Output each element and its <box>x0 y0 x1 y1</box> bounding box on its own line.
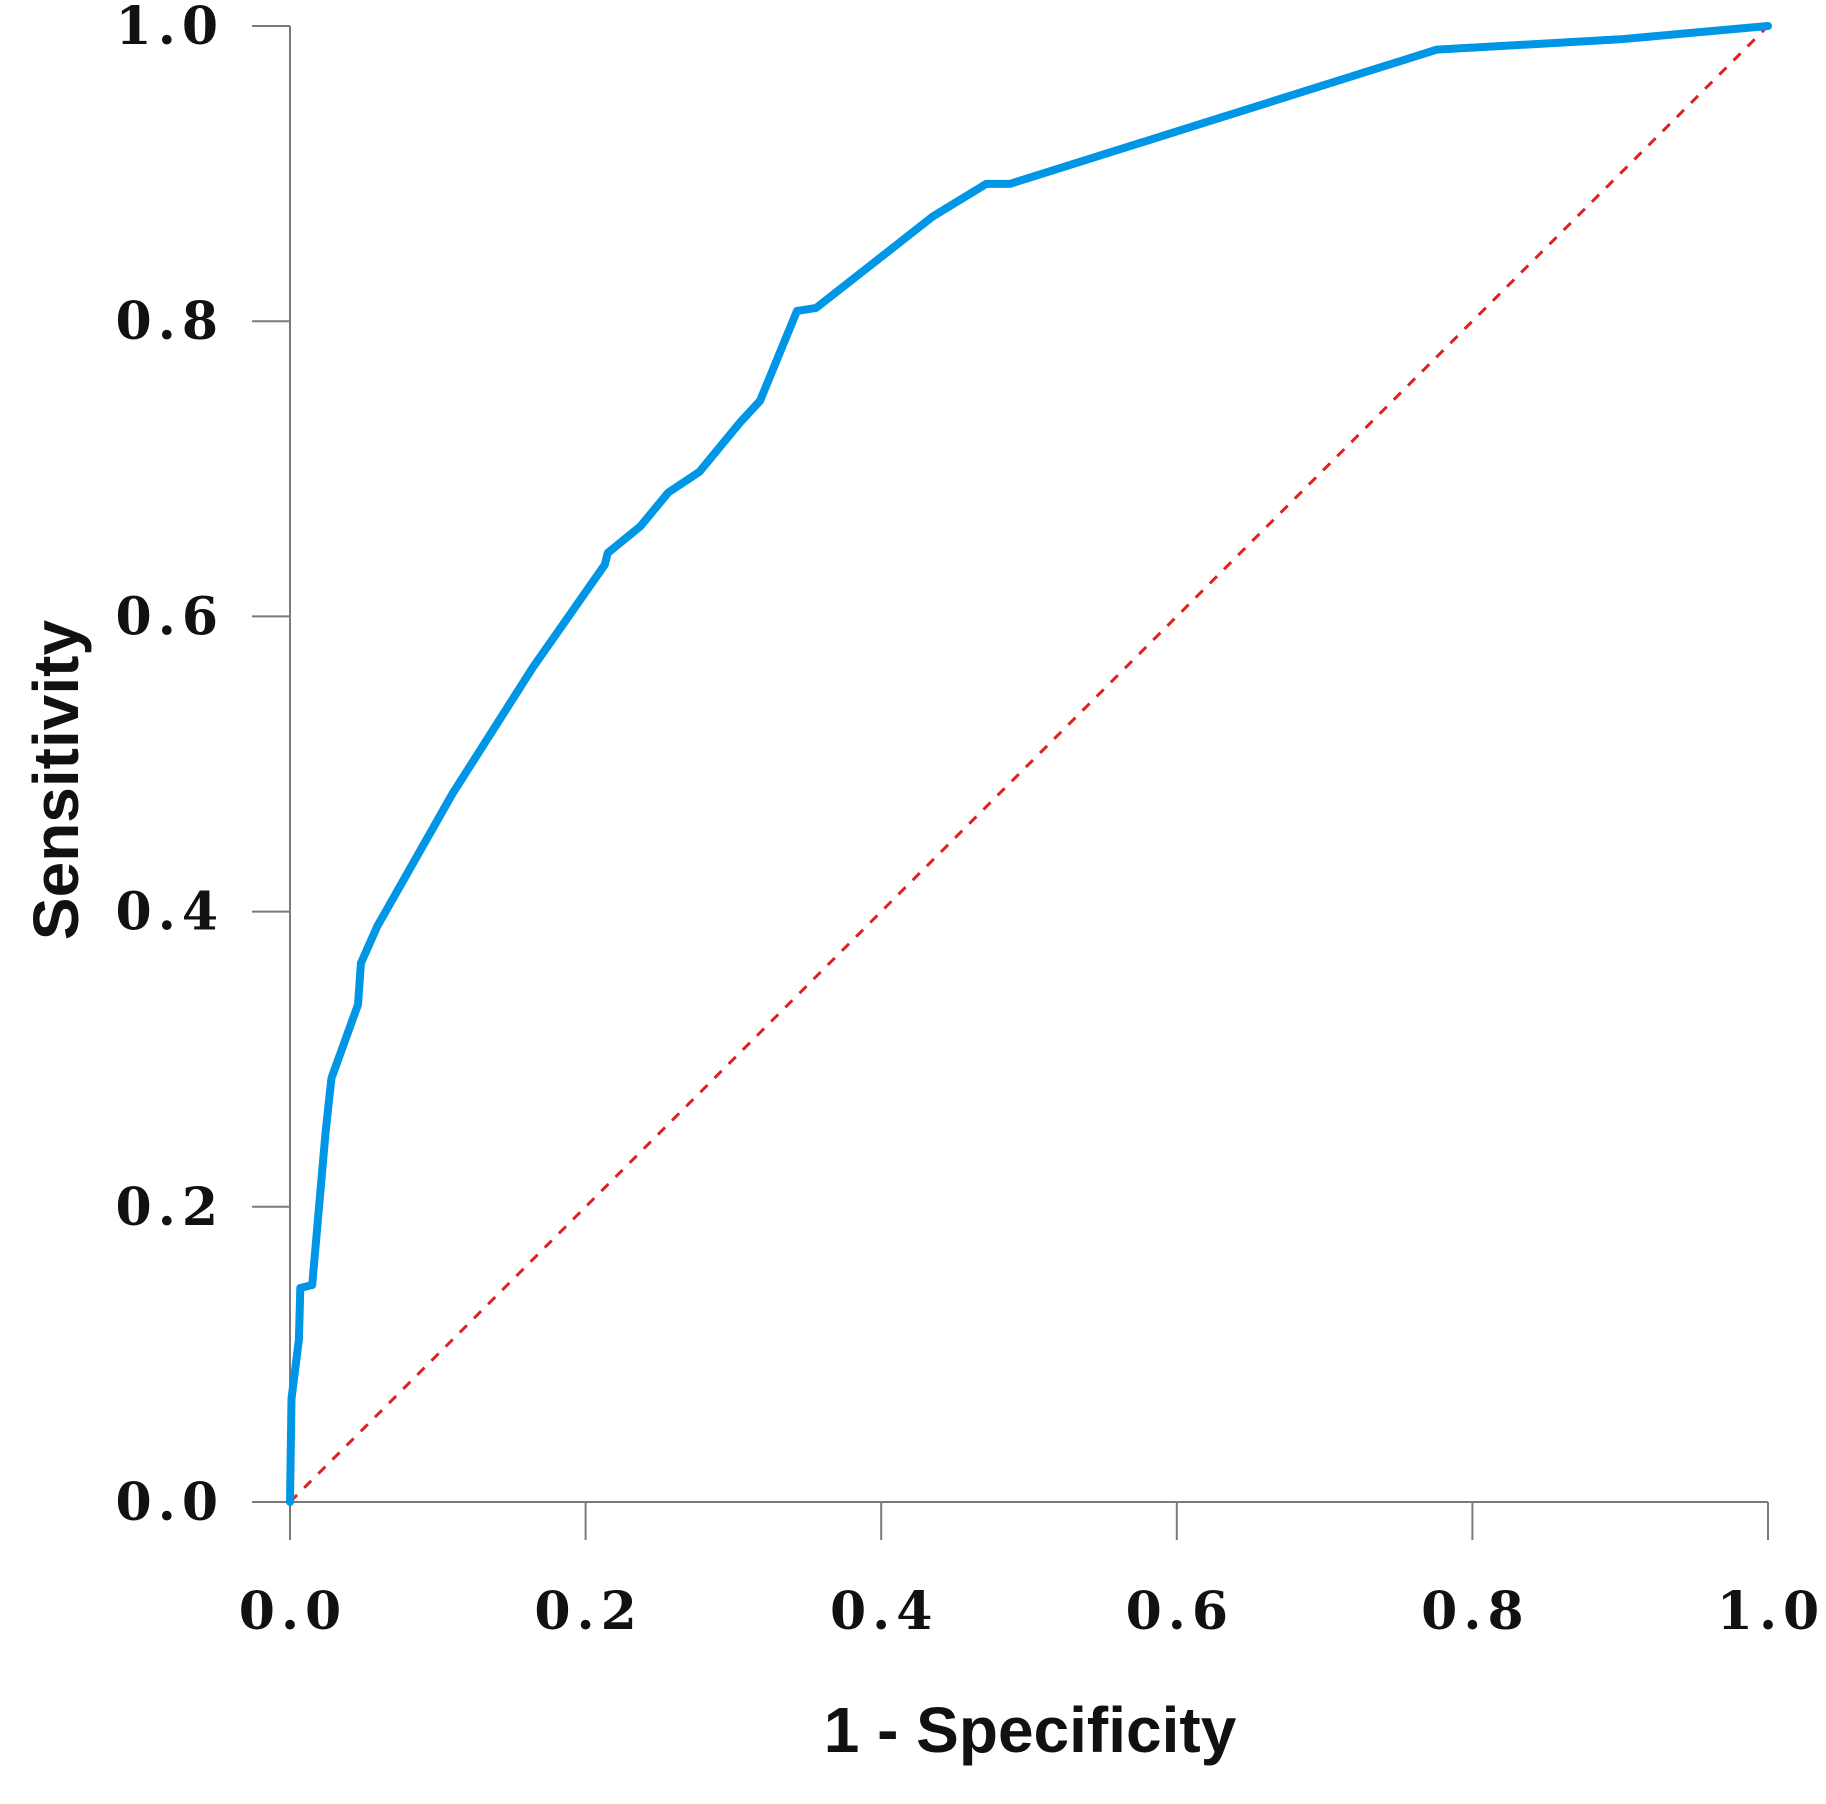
x-tick-label: 0.6 <box>1126 1581 1234 1642</box>
axes <box>252 26 1768 1540</box>
reference-line <box>288 24 1770 1504</box>
y-tick-label: 0.2 <box>116 1177 224 1238</box>
y-axis-title: Sensitivity <box>20 620 92 941</box>
x-tick-label: 0.4 <box>830 1581 938 1642</box>
x-axis-title: 1 - Specificity <box>824 1694 1237 1766</box>
y-tick-label: 0.8 <box>116 291 224 352</box>
x-tick-label: 0.2 <box>534 1581 642 1642</box>
y-axis-ticks: 0.0 0.2 0.4 0.6 0.8 1.0 <box>116 0 290 1533</box>
y-tick-label: 0.6 <box>116 586 224 647</box>
x-tick-label: 0.0 <box>239 1581 347 1642</box>
x-axis-ticks: 0.0 0.2 0.4 0.6 0.8 1.0 <box>239 1502 1825 1642</box>
x-tick-label: 0.8 <box>1421 1581 1529 1642</box>
roc-curve-line <box>286 22 1772 1506</box>
series-layer <box>286 22 1772 1506</box>
y-tick-label: 0.4 <box>116 882 224 943</box>
y-tick-label: 0.0 <box>116 1472 224 1533</box>
x-tick-label: 1.0 <box>1717 1581 1825 1642</box>
y-tick-label: 1.0 <box>116 0 224 57</box>
